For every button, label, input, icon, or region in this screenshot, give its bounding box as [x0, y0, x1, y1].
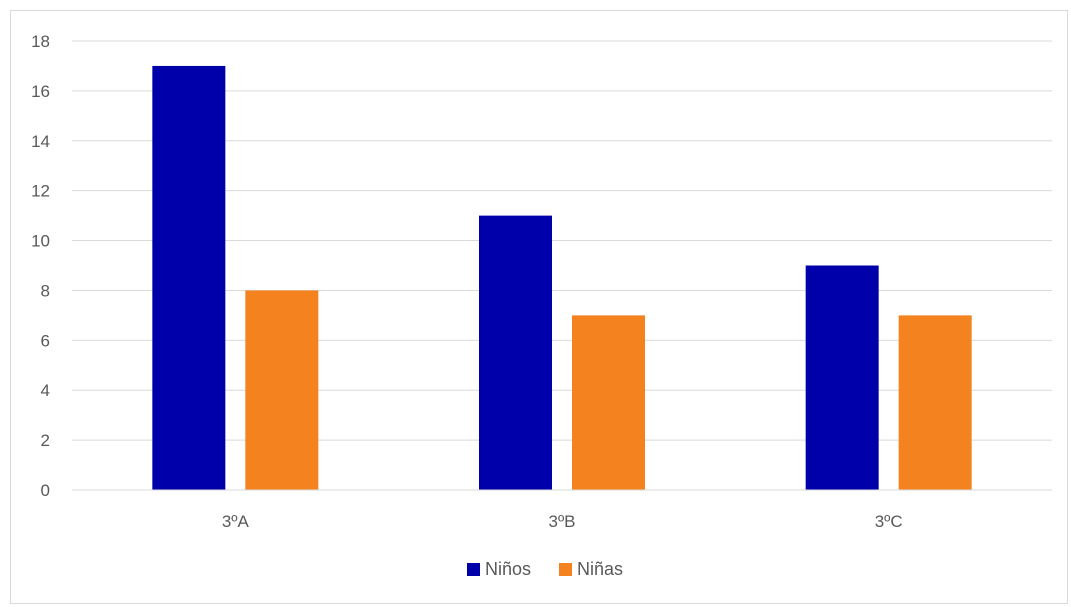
bar-niñas-3ºC: [898, 315, 972, 490]
y-tick-label: 4: [41, 381, 50, 400]
bar-niñas-3ºB: [572, 315, 645, 490]
x-tick-label: 3ºC: [875, 512, 903, 531]
bar-niños-3ºB: [479, 215, 552, 490]
y-tick-label: 10: [31, 232, 50, 251]
x-tick-label: 3ºA: [222, 512, 250, 531]
legend-label-niños: Niños: [485, 559, 531, 579]
y-tick-label: 0: [41, 481, 50, 500]
legend-swatch-niñas: [559, 563, 572, 576]
y-tick-label: 12: [31, 182, 50, 201]
y-tick-label: 16: [31, 82, 50, 101]
y-tick-label: 2: [41, 431, 50, 450]
bars: [152, 65, 972, 490]
legend: Niños Niñas: [467, 559, 623, 579]
gridlines: [72, 40, 1052, 441]
bar-niños-3ºA: [152, 65, 226, 490]
x-axis-tick-labels: 3ºA 3ºB 3ºC: [222, 512, 903, 531]
y-tick-label: 8: [41, 281, 50, 300]
legend-label-niñas: Niñas: [577, 559, 623, 579]
y-tick-label: 6: [41, 331, 50, 350]
y-tick-label: 18: [31, 32, 50, 51]
legend-swatch-niños: [467, 563, 480, 576]
bar-niñas-3ºA: [245, 290, 319, 490]
x-tick-label: 3ºB: [548, 512, 575, 531]
bar-niños-3ºC: [805, 265, 879, 490]
y-axis-tick-labels: 0 2 4 6 8 10 12 14 16 18: [31, 32, 50, 500]
y-tick-label: 14: [31, 132, 50, 151]
